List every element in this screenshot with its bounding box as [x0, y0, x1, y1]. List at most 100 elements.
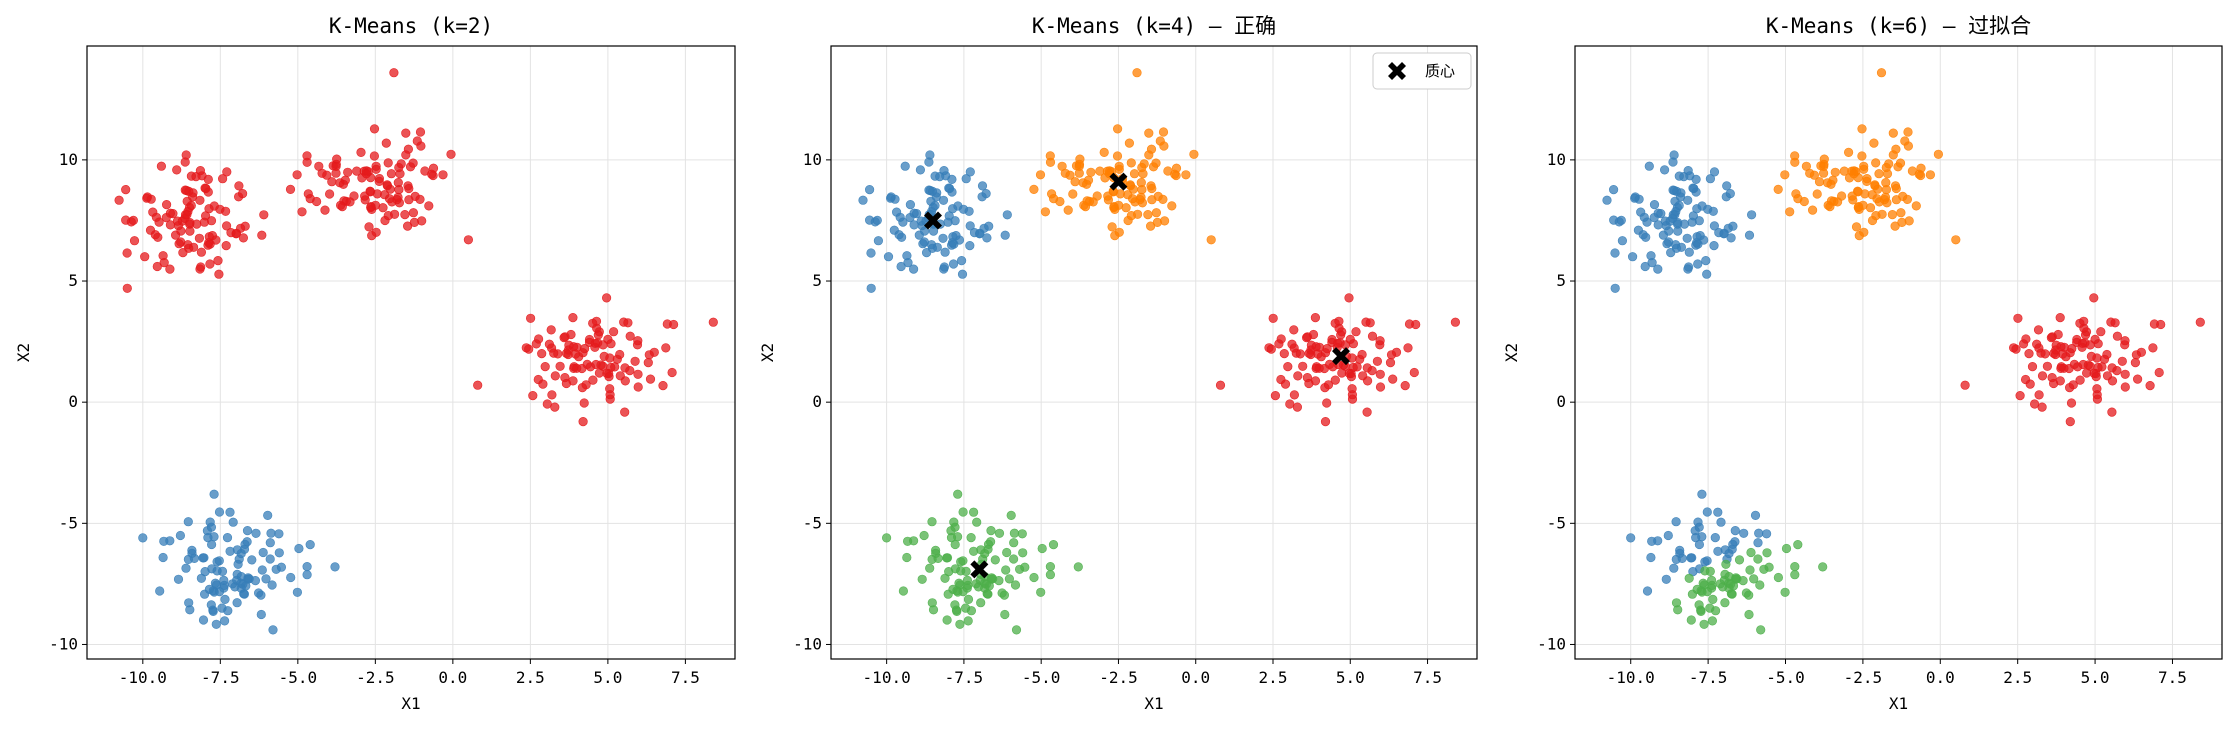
data-point: [916, 216, 926, 226]
chart-title: K-Means (k=6) — 过拟合: [1766, 14, 2031, 38]
data-point: [1753, 554, 1763, 564]
data-point: [231, 228, 241, 238]
data-point: [209, 587, 219, 597]
data-point: [390, 209, 400, 219]
data-point: [961, 174, 971, 184]
data-point: [585, 362, 596, 372]
data-point: [883, 252, 894, 262]
x-tick-label: 2.5: [1259, 668, 1288, 687]
centroid-marker: [1109, 172, 1128, 191]
data-point: [976, 598, 986, 608]
data-point: [1270, 391, 1280, 401]
data-point: [1697, 489, 1707, 499]
data-point: [1351, 327, 1361, 337]
data-point: [555, 361, 565, 371]
data-point: [221, 206, 231, 216]
x-tick-label: 2.5: [2003, 668, 2032, 687]
data-point: [205, 517, 215, 527]
data-point: [1911, 201, 1921, 211]
data-point: [185, 218, 195, 228]
data-point: [122, 283, 132, 293]
data-point: [643, 358, 653, 368]
data-point: [438, 170, 448, 180]
data-point: [204, 204, 214, 214]
data-point: [386, 169, 397, 179]
data-point: [550, 371, 560, 381]
data-point: [1647, 258, 1657, 268]
data-point: [1867, 215, 1878, 226]
data-point: [369, 151, 380, 161]
data-point: [625, 331, 635, 341]
data-point: [1145, 221, 1156, 231]
data-point: [209, 489, 219, 499]
data-point: [1780, 587, 1790, 597]
y-tick-label: -10: [793, 634, 822, 653]
data-point: [1865, 203, 1876, 213]
data-point: [1902, 194, 1912, 204]
data-point: [960, 603, 971, 613]
data-point: [396, 159, 406, 169]
data-point: [1409, 367, 1419, 378]
data-point: [1283, 362, 1293, 372]
data-point: [896, 232, 907, 242]
data-point: [633, 336, 643, 346]
data-point: [258, 547, 268, 558]
data-point: [1807, 205, 1818, 215]
data-point: [1790, 157, 1800, 167]
data-point: [1674, 200, 1684, 211]
data-point: [1853, 187, 1863, 197]
data-point: [1644, 161, 1654, 171]
data-point: [212, 557, 222, 567]
x-tick-label: 5.0: [2081, 668, 2110, 687]
x-tick-label: -2.5: [1099, 668, 1138, 687]
data-point: [1008, 554, 1019, 564]
data-point: [661, 343, 671, 353]
data-point: [254, 588, 264, 598]
data-point: [864, 185, 875, 195]
data-point: [524, 344, 534, 354]
data-point: [2148, 343, 2158, 353]
data-point: [1298, 361, 1308, 371]
data-point: [873, 236, 884, 246]
data-point: [378, 203, 388, 213]
data-point: [1818, 562, 1828, 572]
data-point: [240, 539, 250, 550]
data-point: [2145, 381, 2155, 391]
data-point: [1697, 587, 1707, 597]
data-point: [2133, 374, 2143, 384]
data-point: [1793, 539, 1803, 550]
data-point: [198, 553, 208, 563]
data-point: [933, 553, 943, 564]
data-point: [1669, 563, 1679, 573]
scatter-points: [1602, 68, 2205, 635]
data-point: [864, 215, 875, 225]
data-point: [963, 616, 973, 626]
data-point: [415, 127, 426, 137]
data-point: [951, 605, 962, 615]
data-point: [1144, 128, 1154, 138]
data-point: [214, 269, 224, 279]
data-point: [1702, 269, 1712, 279]
data-point: [962, 575, 973, 586]
data-point: [172, 216, 183, 226]
data-point: [577, 383, 588, 393]
data-point: [427, 169, 437, 179]
data-point: [1853, 202, 1863, 213]
data-point: [948, 259, 959, 269]
data-point: [1114, 227, 1124, 237]
data-point: [953, 587, 963, 597]
data-point: [1010, 580, 1021, 590]
data-point: [1809, 170, 1819, 180]
data-point: [1790, 570, 1800, 580]
data-point: [1602, 195, 1612, 205]
data-point: [205, 259, 215, 269]
data-point: [1158, 127, 1169, 137]
data-point: [965, 241, 975, 251]
data-point: [217, 603, 227, 613]
data-point: [1647, 536, 1657, 546]
data-point: [1322, 398, 1332, 408]
data-point: [1002, 547, 1012, 558]
y-tick-label: 0: [68, 392, 78, 411]
data-point: [2120, 369, 2130, 379]
data-point: [232, 545, 242, 555]
